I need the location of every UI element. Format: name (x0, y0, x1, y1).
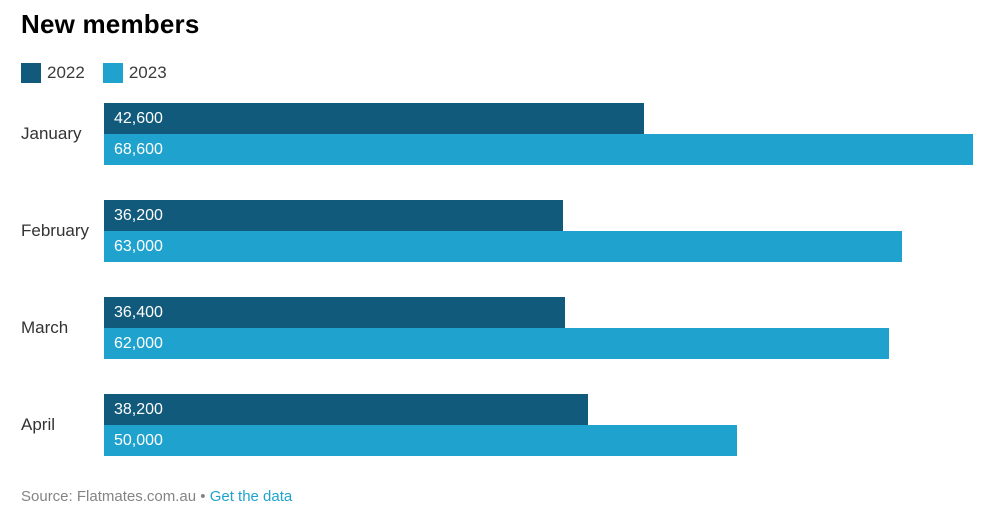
category-label: April (21, 414, 56, 434)
legend-label-2022: 2022 (47, 62, 85, 82)
bar-stack: 36,200 63,000 (104, 199, 973, 262)
bar-value-label: 63,000 (114, 237, 163, 255)
page-title: New members (21, 9, 200, 39)
bar-value-label: 36,200 (114, 206, 163, 224)
bar-chart: January 42,600 68,600 February 36,200 63,000 M… (21, 102, 973, 456)
bar-stack: 36,400 62,000 (104, 296, 973, 359)
bar-value-label: 38,200 (114, 400, 163, 418)
bar-value-label: 50,000 (114, 431, 163, 449)
bar-2023-january: 68,600 (104, 133, 973, 165)
category-label: February (21, 220, 90, 240)
bar-group-april: April 38,200 50,000 (21, 393, 973, 456)
bar-2022-january: 42,600 (104, 102, 644, 134)
bar-2022-april: 38,200 (104, 393, 588, 425)
legend-swatch-2023 (102, 62, 123, 83)
legend-item-2022: 2022 (21, 62, 85, 83)
category-label: March (21, 317, 69, 337)
bar-value-label: 68,600 (114, 140, 163, 158)
separator-dot: • (200, 487, 206, 505)
bar-value-label: 42,600 (114, 109, 163, 127)
bar-2022-february: 36,200 (104, 199, 563, 231)
bar-2023-april: 50,000 (104, 424, 738, 456)
bar-value-label: 36,400 (114, 303, 163, 321)
bar-value-label: 62,000 (114, 334, 163, 352)
get-the-data-link[interactable]: Get the data (209, 487, 293, 505)
bar-2022-march: 36,400 (104, 296, 566, 328)
bar-group-march: March 36,400 62,000 (21, 296, 973, 359)
footer: Source: Flatmates.com.au • Get the data (21, 488, 973, 506)
bar-2023-february: 63,000 (104, 230, 903, 262)
source-text: Source: Flatmates.com.au (21, 487, 197, 505)
bar-group-january: January 42,600 68,600 (21, 102, 973, 165)
bar-stack: 42,600 68,600 (104, 102, 973, 165)
legend-item-2023: 2023 (102, 62, 167, 83)
legend-swatch-2022 (21, 62, 41, 83)
bar-2023-march: 62,000 (104, 327, 890, 359)
legend: 2022 2023 (21, 62, 973, 83)
bar-group-february: February 36,200 63,000 (21, 199, 973, 262)
legend-label-2023: 2023 (128, 62, 167, 82)
bar-stack: 38,200 50,000 (104, 393, 973, 456)
category-label: January (21, 123, 82, 143)
